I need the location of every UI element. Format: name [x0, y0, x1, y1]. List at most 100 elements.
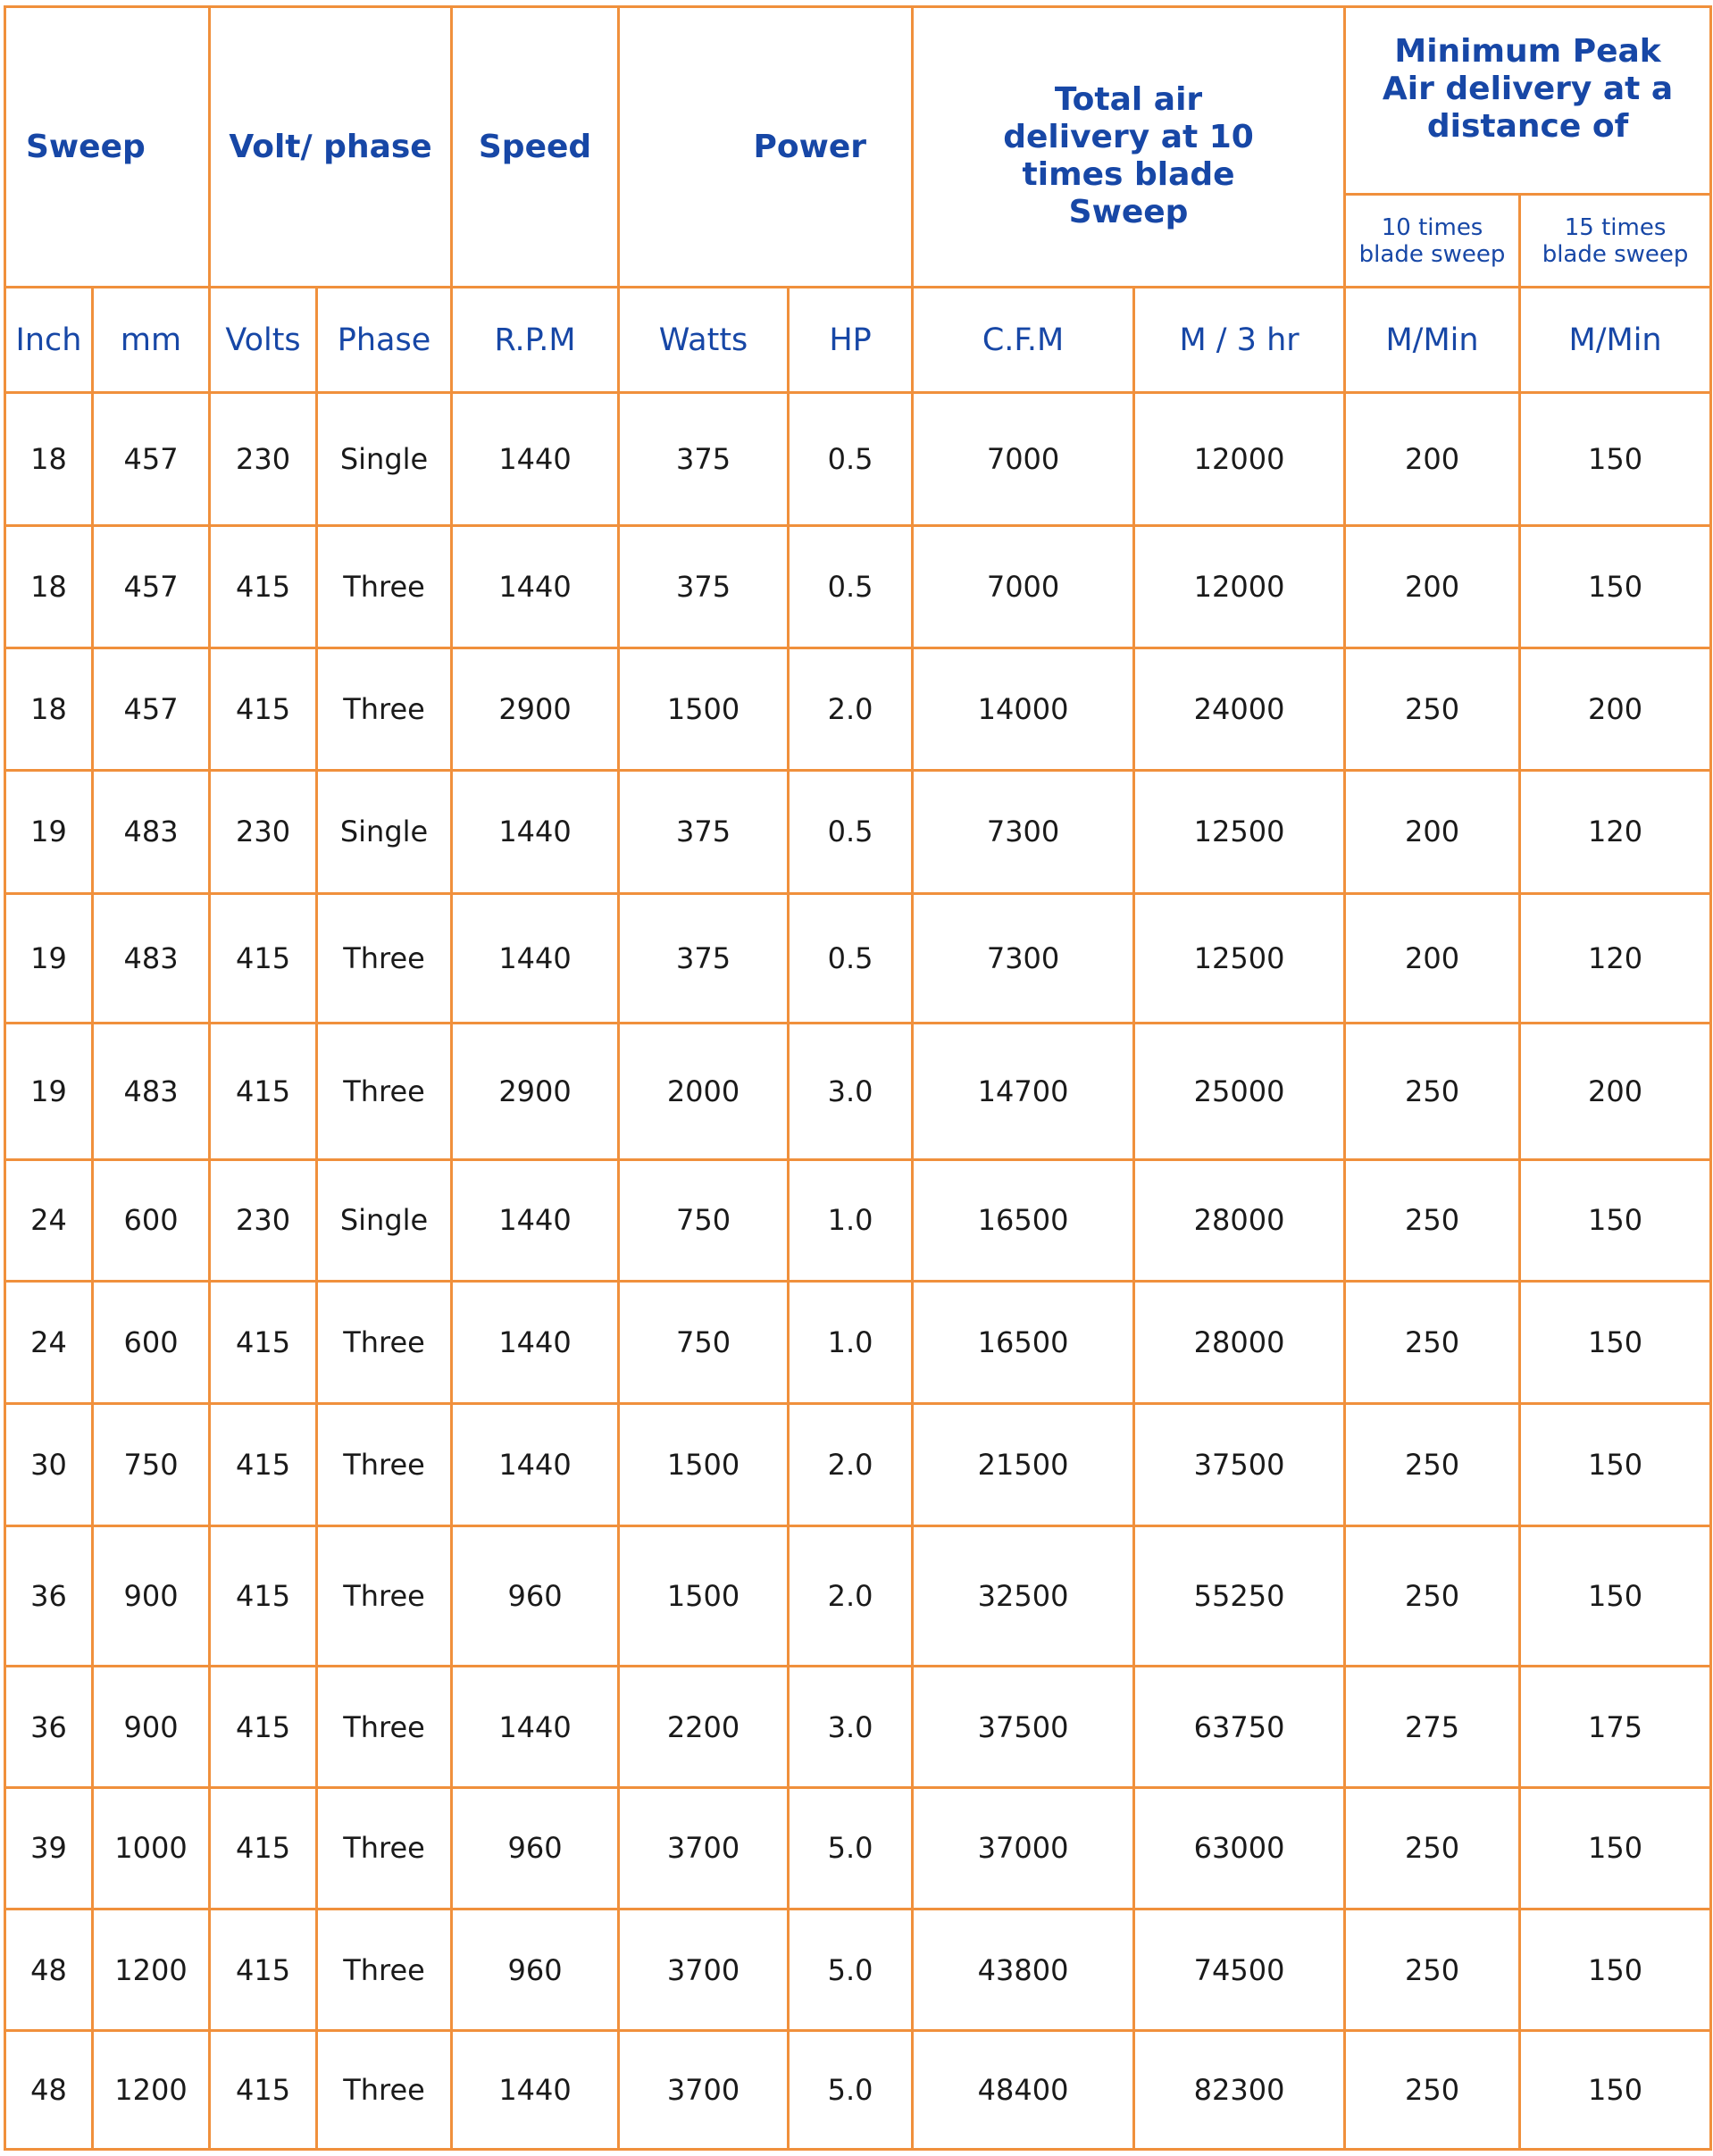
cell-cfm: 7300	[911, 891, 1136, 1025]
cell-cfm: 21500	[911, 1402, 1136, 1527]
cell-phase: Three	[315, 1022, 454, 1161]
cell-hp: 5.0	[787, 1786, 915, 1910]
cell-m3hr: 74500	[1132, 1907, 1347, 2033]
cell-rpm: 1440	[450, 391, 621, 527]
cell-rpm: 960	[450, 1524, 621, 1668]
cell-cfm: 43800	[911, 1907, 1136, 2033]
total-air-delivery-header: Total air delivery at 10 times blade Swe…	[911, 5, 1347, 288]
unit-watts: Watts	[617, 286, 790, 394]
cell-hp: 2.0	[787, 1524, 915, 1668]
cell-watts: 3700	[617, 2029, 790, 2151]
cell-volts: 415	[208, 1279, 319, 1406]
table-row: 30 750 415 Three 1440 1500 2.0 21500 37500 250 150	[4, 1402, 1713, 1527]
cell-volts: 415	[208, 523, 319, 650]
power-header: Power	[617, 5, 915, 288]
cell-mmin-15x: 200	[1518, 1022, 1713, 1161]
unit-header-row: Inch mm Volts Phase R.P.M Watts HP C.F.M…	[4, 286, 1713, 394]
fifteen-times-line-2: blade sweep	[1542, 240, 1689, 268]
cell-sweep-inch: 18	[4, 391, 94, 527]
cell-m3hr: 12500	[1132, 768, 1347, 895]
table-body: 18 457 230 Single 1440 375 0.5 7000 12000 200 150 1…	[4, 391, 1713, 2151]
cell-hp: 5.0	[787, 2029, 915, 2151]
ten-times-line-2: blade sweep	[1358, 240, 1506, 268]
cell-rpm: 1440	[450, 523, 621, 650]
cell-cfm: 37000	[911, 1786, 1136, 1910]
cell-watts: 375	[617, 891, 790, 1025]
cell-phase: Three	[315, 1786, 454, 1910]
volt-phase-header: Volt/ phase	[208, 5, 454, 288]
cell-sweep-inch: 24	[4, 1157, 94, 1283]
cell-hp: 2.0	[787, 647, 915, 772]
cell-cfm: 7300	[911, 768, 1136, 895]
cell-sweep-inch: 18	[4, 647, 94, 772]
cell-hp: 1.0	[787, 1157, 915, 1283]
cell-mmin-15x: 120	[1518, 768, 1713, 895]
cell-rpm: 2900	[450, 647, 621, 772]
speed-header: Speed	[450, 5, 621, 288]
cell-phase: Three	[315, 1402, 454, 1527]
cell-watts: 2000	[617, 1022, 790, 1161]
cell-cfm: 32500	[911, 1524, 1136, 1668]
cell-sweep-mm: 1200	[90, 2029, 212, 2151]
min-peak-header: Minimum Peak Air delivery at a distance …	[1343, 5, 1713, 196]
cell-cfm: 37500	[911, 1665, 1136, 1790]
cell-hp: 1.0	[787, 1279, 915, 1406]
cell-phase: Three	[315, 1279, 454, 1406]
cell-mmin-10x: 200	[1343, 391, 1522, 527]
table-row: 19 483 415 Three 1440 375 0.5 7300 12500 200 120	[4, 891, 1713, 1025]
cell-mmin-10x: 200	[1343, 891, 1522, 1025]
cell-sweep-mm: 900	[90, 1524, 212, 1668]
cell-sweep-inch: 36	[4, 1665, 94, 1790]
cell-sweep-mm: 1000	[90, 1786, 212, 1910]
cell-cfm: 7000	[911, 391, 1136, 527]
cell-watts: 3700	[617, 1907, 790, 2033]
cell-sweep-inch: 19	[4, 768, 94, 895]
cell-phase: Single	[315, 391, 454, 527]
cell-rpm: 1440	[450, 891, 621, 1025]
unit-hp: HP	[787, 286, 915, 394]
table-row: 24 600 230 Single 1440 750 1.0 16500 28000 250 150	[4, 1157, 1713, 1283]
cell-sweep-inch: 19	[4, 1022, 94, 1161]
cell-watts: 375	[617, 523, 790, 650]
cell-cfm: 14000	[911, 647, 1136, 772]
cell-sweep-inch: 36	[4, 1524, 94, 1668]
table-row: 48 1200 415 Three 960 3700 5.0 43800 74500 250 150	[4, 1907, 1713, 2033]
cell-m3hr: 55250	[1132, 1524, 1347, 1668]
cell-hp: 2.0	[787, 1402, 915, 1527]
table-row: 19 483 230 Single 1440 375 0.5 7300 12500 200 120	[4, 768, 1713, 895]
cell-mmin-10x: 275	[1343, 1665, 1522, 1790]
cell-hp: 0.5	[787, 891, 915, 1025]
cell-sweep-mm: 600	[90, 1279, 212, 1406]
cell-watts: 750	[617, 1157, 790, 1283]
unit-rpm: R.P.M	[450, 286, 621, 394]
cell-sweep-mm: 457	[90, 523, 212, 650]
cell-m3hr: 25000	[1132, 1022, 1347, 1161]
cell-mmin-10x: 250	[1343, 1279, 1522, 1406]
ten-times-line-1: 10 times	[1381, 213, 1483, 241]
table-row: 36 900 415 Three 1440 2200 3.0 37500 63750 275 175	[4, 1665, 1713, 1790]
cell-volts: 415	[208, 2029, 319, 2151]
unit-m3hr: M / 3 hr	[1132, 286, 1347, 394]
cell-sweep-mm: 900	[90, 1665, 212, 1790]
cell-mmin-10x: 250	[1343, 1524, 1522, 1668]
cell-sweep-mm: 483	[90, 768, 212, 895]
cell-watts: 3700	[617, 1786, 790, 1910]
cell-sweep-mm: 457	[90, 647, 212, 772]
cell-cfm: 16500	[911, 1279, 1136, 1406]
cell-volts: 415	[208, 891, 319, 1025]
cell-m3hr: 28000	[1132, 1279, 1347, 1406]
cell-m3hr: 24000	[1132, 647, 1347, 772]
cell-mmin-15x: 150	[1518, 1786, 1713, 1910]
cell-watts: 375	[617, 768, 790, 895]
min-peak-line-3: distance of	[1426, 108, 1629, 145]
cell-hp: 0.5	[787, 768, 915, 895]
cell-volts: 230	[208, 768, 319, 895]
cell-rpm: 1440	[450, 2029, 621, 2151]
ten-times-header: 10 times blade sweep	[1343, 193, 1522, 288]
fan-spec-table: Sweep Volt/ phase Speed Power Total air …	[3, 5, 1713, 2151]
cell-cfm: 7000	[911, 523, 1136, 650]
cell-rpm: 960	[450, 1786, 621, 1910]
cell-phase: Three	[315, 891, 454, 1025]
table-row: 19 483 415 Three 2900 2000 3.0 14700 25000 250 200	[4, 1022, 1713, 1161]
cell-m3hr: 37500	[1132, 1402, 1347, 1527]
